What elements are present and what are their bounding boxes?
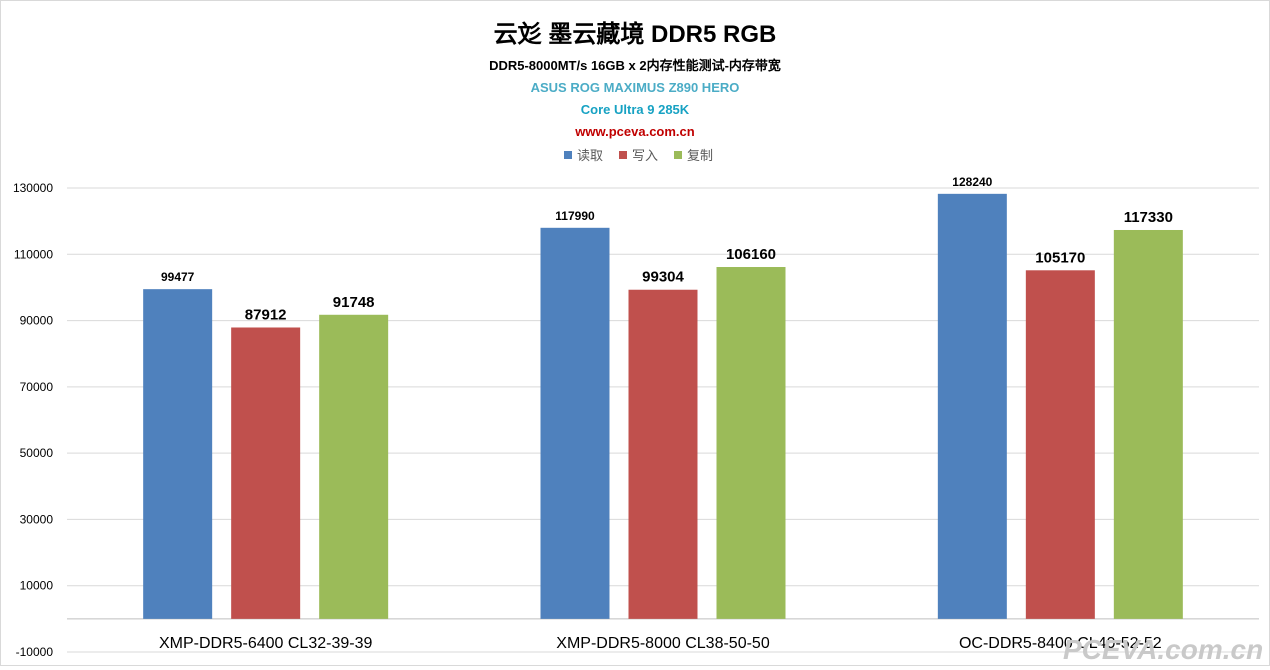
bar-写入-0 <box>231 327 301 619</box>
legend-swatch <box>564 151 572 159</box>
data-label: 117330 <box>1124 209 1173 226</box>
chart-subtitle-4: www.pceva.com.cn <box>574 124 695 139</box>
bar-写入-2 <box>1025 270 1095 619</box>
y-tick-label: 50000 <box>20 446 54 460</box>
x-tick-label: XMP-DDR5-8000 CL38-50-50 <box>556 635 770 652</box>
data-label: 106160 <box>726 246 776 263</box>
y-tick-label: -10000 <box>16 645 54 659</box>
bars <box>143 193 1183 619</box>
bar-复制-1 <box>716 267 786 619</box>
data-label: 91748 <box>333 294 375 311</box>
chart-subtitle-3: Core Ultra 9 285K <box>581 102 690 117</box>
legend: 读取 写入 复制 <box>564 148 713 163</box>
chart-subtitle-2: ASUS ROG MAXIMUS Z890 HERO <box>531 80 740 95</box>
data-labels: 99477 87912 91748 117990 99304 106160 128240 10… <box>161 175 1173 324</box>
data-label: 117990 <box>555 209 595 223</box>
y-tick-label: 130000 <box>13 181 53 195</box>
y-tick-label: 110000 <box>14 247 53 261</box>
data-label: 87912 <box>245 306 287 323</box>
legend-label: 写入 <box>632 148 658 163</box>
x-axis: XMP-DDR5-6400 CL32-39-39 XMP-DDR5-8000 CL… <box>159 635 1162 652</box>
y-tick-label: 70000 <box>20 380 54 394</box>
legend-swatch <box>674 151 682 159</box>
y-tick-label: 30000 <box>20 512 54 526</box>
data-label: 99477 <box>161 270 195 284</box>
x-tick-label: OC-DDR5-8400 CL40-52-52 <box>959 635 1162 652</box>
bar-复制-2 <box>1113 229 1183 619</box>
bar-复制-0 <box>319 314 389 619</box>
bar-读取-2 <box>937 193 1007 619</box>
data-label: 105170 <box>1035 249 1085 266</box>
bar-写入-1 <box>628 289 698 619</box>
x-tick-label: XMP-DDR5-6400 CL32-39-39 <box>159 635 373 652</box>
legend-label: 读取 <box>577 148 603 163</box>
bar-读取-0 <box>143 289 213 619</box>
y-tick-label: 90000 <box>20 314 54 328</box>
chart-title: 云彣 墨云藏境 DDR5 RGB <box>494 20 777 48</box>
bar-读取-1 <box>540 227 610 619</box>
watermark: PCEVA.com.cn <box>1063 634 1263 665</box>
chart-subtitle-1: DDR5-8000MT/s 16GB x 2内存性能测试-内存带宽 <box>489 58 781 73</box>
legend-swatch <box>619 151 627 159</box>
y-tick-label: 10000 <box>20 579 54 593</box>
data-label: 99304 <box>642 269 684 286</box>
legend-label: 复制 <box>687 148 713 163</box>
data-label: 128240 <box>952 175 992 189</box>
